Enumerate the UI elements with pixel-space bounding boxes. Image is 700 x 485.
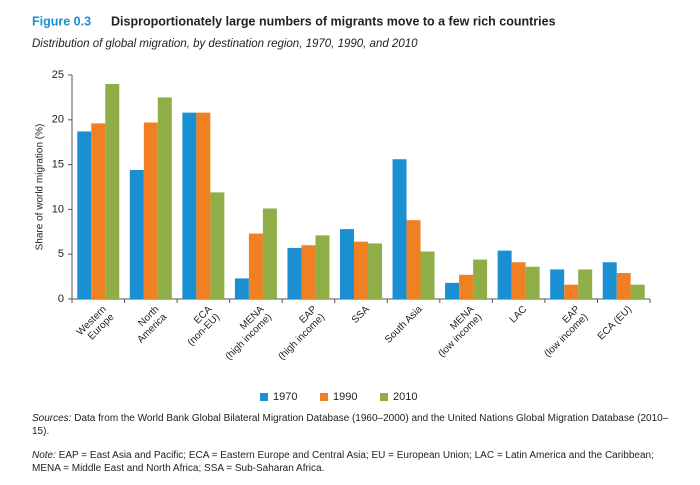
legend-swatch — [260, 393, 268, 401]
bar — [157, 97, 172, 300]
bar — [616, 273, 631, 299]
bar — [91, 123, 106, 299]
bar — [129, 169, 144, 299]
y-tick-label: 15 — [52, 159, 64, 171]
bar — [368, 243, 382, 299]
bar — [248, 233, 263, 299]
figure-label: Figure 0.3 — [32, 14, 91, 28]
bar — [392, 159, 407, 299]
bar — [315, 235, 330, 299]
bar — [578, 269, 593, 299]
legend-swatch — [320, 393, 328, 401]
bar — [210, 192, 225, 299]
bar — [406, 220, 421, 299]
bar — [105, 83, 120, 300]
bar — [473, 259, 488, 299]
bar — [143, 122, 158, 299]
legend-swatch — [380, 393, 388, 401]
y-tick-label: 0 — [58, 293, 64, 305]
sources-text: Data from the World Bank Global Bilatera… — [32, 413, 669, 437]
bar — [630, 284, 645, 299]
y-tick-label: 25 — [52, 69, 64, 81]
chart-title: Disproportionately large numbers of migr… — [111, 14, 556, 28]
bar — [525, 266, 540, 299]
bar — [234, 278, 249, 299]
y-tick-label: 5 — [58, 248, 64, 260]
legend-label: 1970 — [273, 391, 297, 403]
bar — [459, 274, 474, 299]
bar — [182, 112, 197, 300]
bar — [602, 262, 617, 299]
note-text: EAP = East Asia and Pacific; ECA = Easte… — [32, 450, 654, 474]
bar — [564, 284, 579, 299]
bar — [445, 282, 460, 299]
y-tick-label: 20 — [52, 114, 64, 126]
bar — [354, 241, 368, 299]
bar — [420, 251, 435, 299]
bar — [511, 262, 526, 299]
legend-label: 2010 — [393, 391, 417, 403]
bar — [287, 247, 302, 299]
legend-label: 1990 — [333, 391, 357, 403]
bar — [301, 245, 316, 299]
bar — [77, 131, 92, 299]
note-label: Note: — [32, 450, 56, 461]
sources-label: Sources: — [32, 413, 72, 424]
y-axis-label: Share of world migration (%) — [35, 124, 46, 251]
chart-subtitle: Distribution of global migration, by des… — [32, 38, 418, 50]
y-tick-label: 10 — [52, 203, 64, 215]
note: Note: EAP = East Asia and Pacific; ECA =… — [32, 449, 682, 475]
bar — [196, 112, 211, 300]
bar — [262, 208, 277, 299]
bar — [497, 250, 512, 299]
bar — [340, 229, 354, 299]
sources: Sources: Data from the World Bank Global… — [32, 412, 682, 438]
bar — [550, 269, 565, 299]
